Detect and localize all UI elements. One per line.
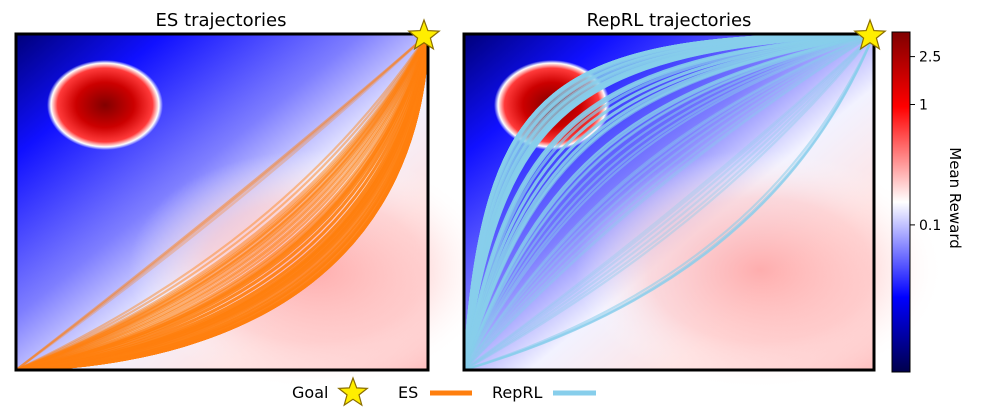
plot-frame-reprl — [462, 32, 876, 372]
trajectory-line — [462, 32, 876, 372]
trajectory-line — [462, 32, 876, 372]
trajectory-line — [462, 32, 876, 372]
panel-title-es: ES trajectories — [156, 10, 287, 31]
trajectory-line — [462, 32, 876, 372]
trajectory-line — [462, 32, 876, 372]
colorbar-tick-label: 0.1 — [919, 218, 941, 234]
trajectory-line — [14, 32, 430, 372]
trajectory-line — [462, 32, 876, 372]
trajectory-line — [14, 32, 430, 372]
goal-star-icon — [407, 18, 441, 51]
panel-es: ES trajectories — [14, 10, 498, 390]
colorbar: 2.5 1 0.1 Mean Reward — [891, 31, 964, 373]
trajectory-line — [462, 32, 876, 372]
trajectory-line — [14, 32, 430, 372]
trajectory-line — [462, 32, 876, 372]
legend-label-es: ES — [398, 383, 418, 402]
reward-hotspot-es — [47, 60, 163, 150]
trajectory-line — [462, 32, 876, 372]
colorbar-tick-label: 1 — [919, 98, 928, 114]
trajectory-line — [462, 32, 876, 372]
trajectory-line — [462, 32, 876, 372]
trajectory-line — [462, 32, 876, 372]
trajectory-line — [14, 32, 430, 372]
goal-star-icon — [853, 18, 887, 51]
trajectory-line — [14, 32, 430, 372]
trajectory-line — [462, 32, 876, 372]
legend-goal-star — [337, 376, 369, 407]
trajectory-line — [462, 32, 876, 372]
trajectory-line — [14, 32, 430, 372]
trajectory-line — [462, 32, 876, 372]
trajectory-line — [462, 32, 876, 372]
trajectory-line — [14, 32, 430, 372]
trajectories-es — [14, 32, 430, 372]
trajectory-line — [14, 32, 430, 372]
trajectory-line — [462, 32, 876, 372]
trajectory-line — [14, 32, 430, 372]
colorbar-tick-label: 2.5 — [919, 50, 941, 66]
trajectory-line — [462, 32, 876, 372]
trajectory-line — [14, 32, 430, 372]
trajectory-line — [462, 32, 876, 372]
trajectory-line — [14, 32, 430, 372]
trajectory-line — [462, 32, 876, 372]
trajectory-line — [14, 32, 430, 372]
colorbar-gradient — [891, 31, 911, 373]
trajectory-line — [14, 32, 430, 372]
trajectory-line — [14, 32, 430, 372]
trajectory-line — [462, 32, 876, 372]
legend: Goal ES RepRL — [292, 376, 596, 407]
star-icon — [337, 376, 369, 407]
trajectory-line — [14, 32, 430, 372]
trajectory-line — [14, 32, 430, 372]
colorbar-ticks: 2.5 1 0.1 — [910, 50, 941, 234]
trajectory-line — [14, 32, 430, 372]
plot-frame-es — [14, 32, 430, 372]
trajectory-line — [462, 32, 876, 372]
trajectory-line — [462, 32, 876, 372]
trajectory-line — [462, 32, 876, 372]
trajectory-line — [14, 32, 430, 372]
legend-label-reprl: RepRL — [492, 383, 543, 402]
trajectory-line — [14, 32, 430, 372]
trajectory-line — [462, 32, 876, 372]
trajectory-line — [462, 32, 876, 372]
panel-title-reprl: RepRL trajectories — [587, 10, 752, 31]
trajectories-reprl — [462, 32, 876, 372]
legend-label-goal: Goal — [292, 383, 328, 402]
goal-star-es — [407, 18, 441, 51]
broad-reward-region-reprl — [575, 150, 945, 390]
trajectory-line — [462, 32, 876, 372]
trajectory-line — [462, 32, 876, 372]
trajectory-line — [14, 32, 430, 372]
trajectory-line — [462, 32, 876, 372]
trajectory-line — [14, 32, 430, 372]
panel-reprl: RepRL trajectories — [462, 10, 945, 390]
colorbar-label: Mean Reward — [946, 147, 964, 249]
goal-star-reprl — [853, 18, 887, 51]
trajectory-line — [462, 32, 876, 372]
trajectory-line — [14, 32, 430, 372]
trajectory-line — [462, 32, 876, 372]
